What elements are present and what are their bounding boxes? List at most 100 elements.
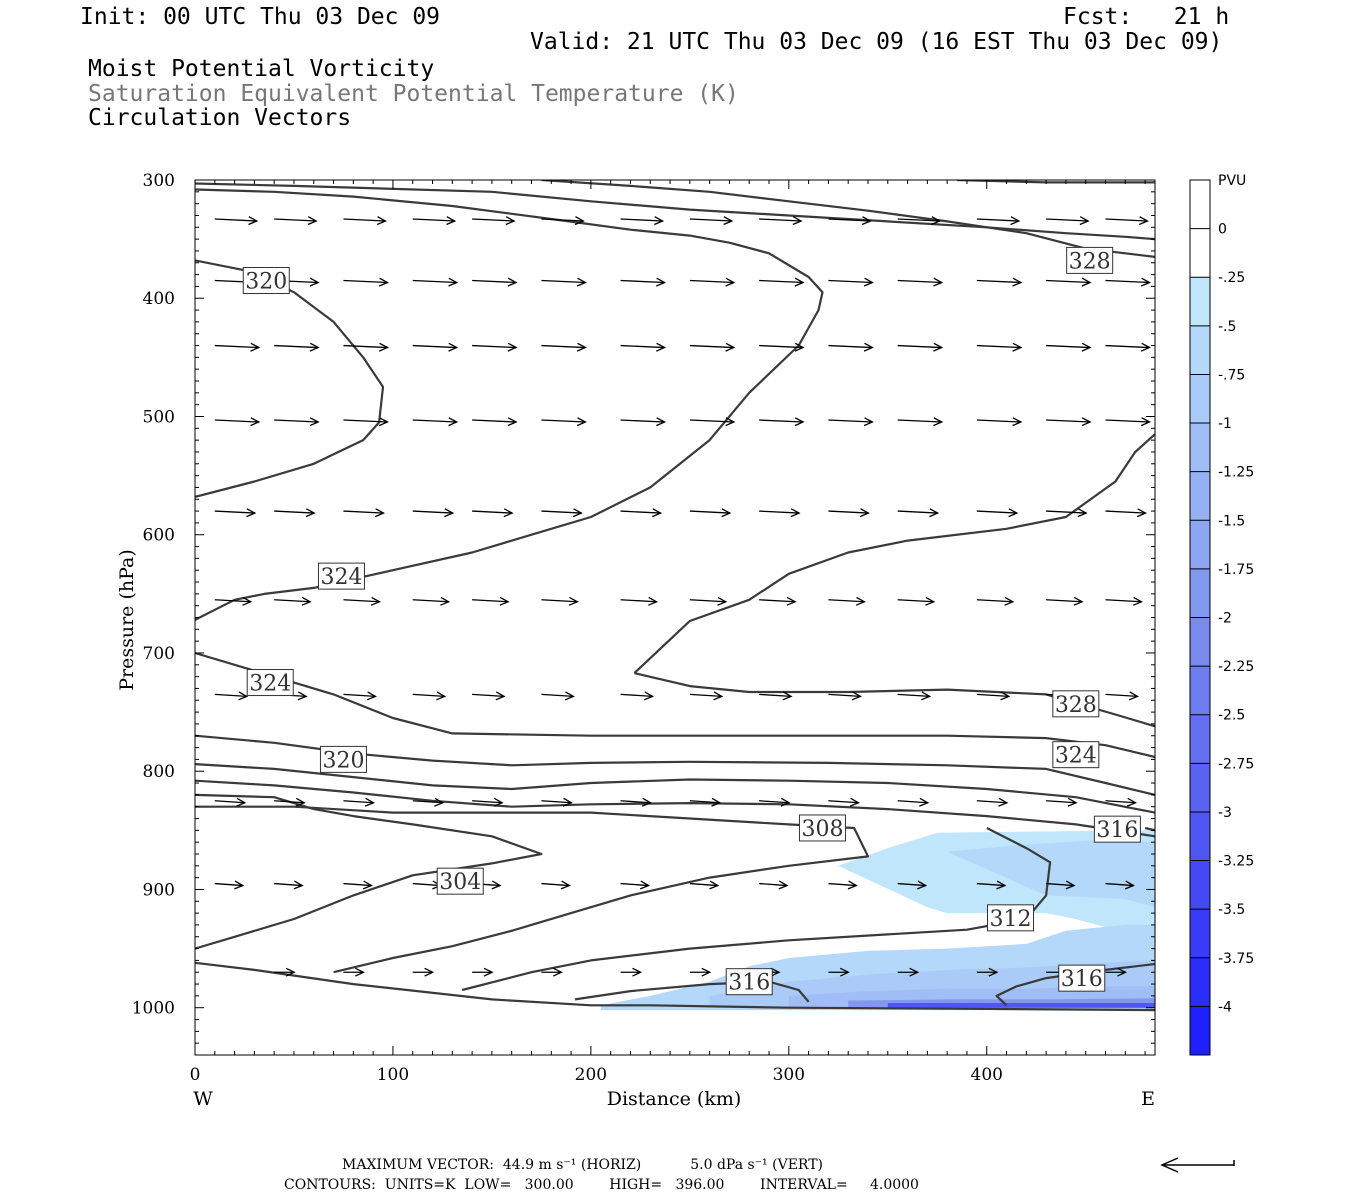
reference-vector	[1160, 1157, 1235, 1173]
colorbar-swatch-7	[1190, 520, 1210, 570]
vector-5-1	[274, 596, 312, 606]
vector-6-13	[1105, 691, 1139, 701]
vector-2-8	[759, 342, 805, 352]
vector-4-4	[472, 508, 514, 518]
y-tick-label-4: 700	[143, 644, 175, 664]
vector-1-11	[976, 277, 1023, 287]
vector-4-12	[1046, 508, 1088, 518]
vector-9-10	[976, 967, 999, 977]
vector-0-0	[214, 216, 259, 226]
vector-0-7	[689, 216, 734, 226]
vector-7-6	[620, 797, 653, 807]
axes: 300 400 500 600 700 800 900 1000 0 100 200 300 400	[132, 171, 1155, 1085]
vector-5-12	[1046, 596, 1084, 606]
contour-label-0: 328	[1069, 249, 1111, 274]
vector-1-4	[472, 277, 518, 287]
theta-es-contours	[195, 180, 1155, 1012]
vector-0-10	[897, 216, 942, 226]
vector-2-0	[214, 342, 261, 352]
vector-9-6	[689, 967, 712, 977]
vector-3-9	[828, 417, 874, 427]
contour-line-9	[195, 763, 1155, 814]
vector-4-2	[343, 508, 385, 518]
vector-7-10	[897, 797, 930, 807]
vector-4-7	[689, 508, 732, 518]
vector-6-4	[472, 691, 506, 701]
vector-1-12	[1046, 277, 1092, 287]
vector-8-12	[1046, 880, 1076, 890]
colorbar-swatch-13	[1190, 811, 1210, 862]
y-tick-label-0: 300	[143, 171, 175, 191]
vector-0-9	[828, 216, 872, 226]
colorbar-label-9: -2.25	[1218, 659, 1254, 675]
contour-info-note: CONTOURS: UNITS=K LOW= 300.00 HIGH= 396.…	[284, 1177, 919, 1193]
vector-9-8	[828, 967, 850, 977]
vector-1-10	[897, 277, 944, 287]
contour-label-9: 312	[990, 907, 1032, 932]
vector-2-7	[689, 342, 736, 352]
pv-region-6	[887, 1003, 1155, 1008]
vector-8-8	[759, 880, 789, 890]
vector-0-2	[343, 216, 388, 226]
contour-label-2: 324	[320, 565, 362, 590]
vector-1-5	[541, 277, 587, 287]
vector-6-5	[541, 691, 575, 701]
colorbar-label-15: -3.75	[1218, 951, 1254, 967]
vector-8-2	[343, 880, 374, 890]
colorbar-swatch-14	[1190, 860, 1210, 910]
contour-line-5	[633, 433, 1155, 674]
contour-line-13	[461, 827, 1052, 992]
vector-1-6	[620, 277, 667, 287]
contour-label-box-9	[987, 904, 1035, 932]
contour-label-6: 320	[322, 748, 364, 773]
vector-4-5	[541, 508, 583, 518]
x-tick-label-2: 200	[575, 1065, 607, 1085]
vector-6-8	[759, 691, 793, 701]
vector-1-9	[828, 277, 874, 287]
vector-2-2	[343, 342, 390, 352]
vector-4-10	[897, 508, 940, 518]
vector-9-12	[1105, 967, 1127, 977]
x-tick-label-3: 300	[773, 1065, 805, 1085]
contour-label-box-12	[1093, 815, 1141, 843]
vector-5-11	[976, 596, 1015, 606]
vector-2-5	[541, 342, 587, 352]
vector-2-3	[412, 342, 459, 352]
vector-2-12	[1046, 342, 1092, 352]
circulation-vectors	[214, 216, 1151, 977]
contour-line-3	[195, 259, 385, 498]
vector-0-13	[1105, 216, 1149, 226]
forecast-hour: Fcst: 21 h	[1063, 4, 1230, 30]
colorbar-label-3: -.75	[1218, 367, 1245, 383]
vector-2-13	[1105, 342, 1151, 352]
vector-5-7	[689, 596, 728, 606]
y-tick-label-1: 400	[143, 289, 175, 309]
vector-7-7	[689, 797, 722, 807]
x-tick-label-0: 0	[190, 1065, 201, 1085]
vector-9-0	[274, 967, 296, 977]
vector-1-13	[1105, 277, 1151, 287]
colorbar-label-0: 0	[1218, 222, 1227, 238]
vector-6-0	[214, 691, 249, 701]
colorbar-label-1: -.25	[1218, 270, 1245, 286]
vector-3-0	[214, 417, 261, 427]
contour-label-10: 316	[728, 971, 770, 996]
contour-label-box-5	[1052, 741, 1100, 769]
colorbar-swatch-6	[1190, 471, 1210, 521]
colorbar-swatch-17	[1190, 1006, 1210, 1056]
contour-label-3: 328	[1055, 693, 1097, 718]
vector-7-9	[828, 797, 860, 807]
contour-line-6	[634, 672, 1155, 728]
field-title-theta-es: Saturation Equivalent Potential Temperat…	[88, 81, 739, 107]
colorbar-label-10: -2.5	[1218, 708, 1245, 724]
vector-3-12	[1046, 417, 1092, 427]
vector-8-5	[541, 880, 571, 890]
colorbar-label-11: -2.75	[1218, 756, 1254, 772]
vector-3-13	[1105, 417, 1151, 427]
contour-label-box-0	[1066, 246, 1114, 274]
vector-0-5	[541, 216, 585, 226]
y-tick-label-2: 500	[143, 407, 175, 427]
vector-4-8	[759, 508, 801, 518]
vector-1-8	[759, 277, 805, 287]
